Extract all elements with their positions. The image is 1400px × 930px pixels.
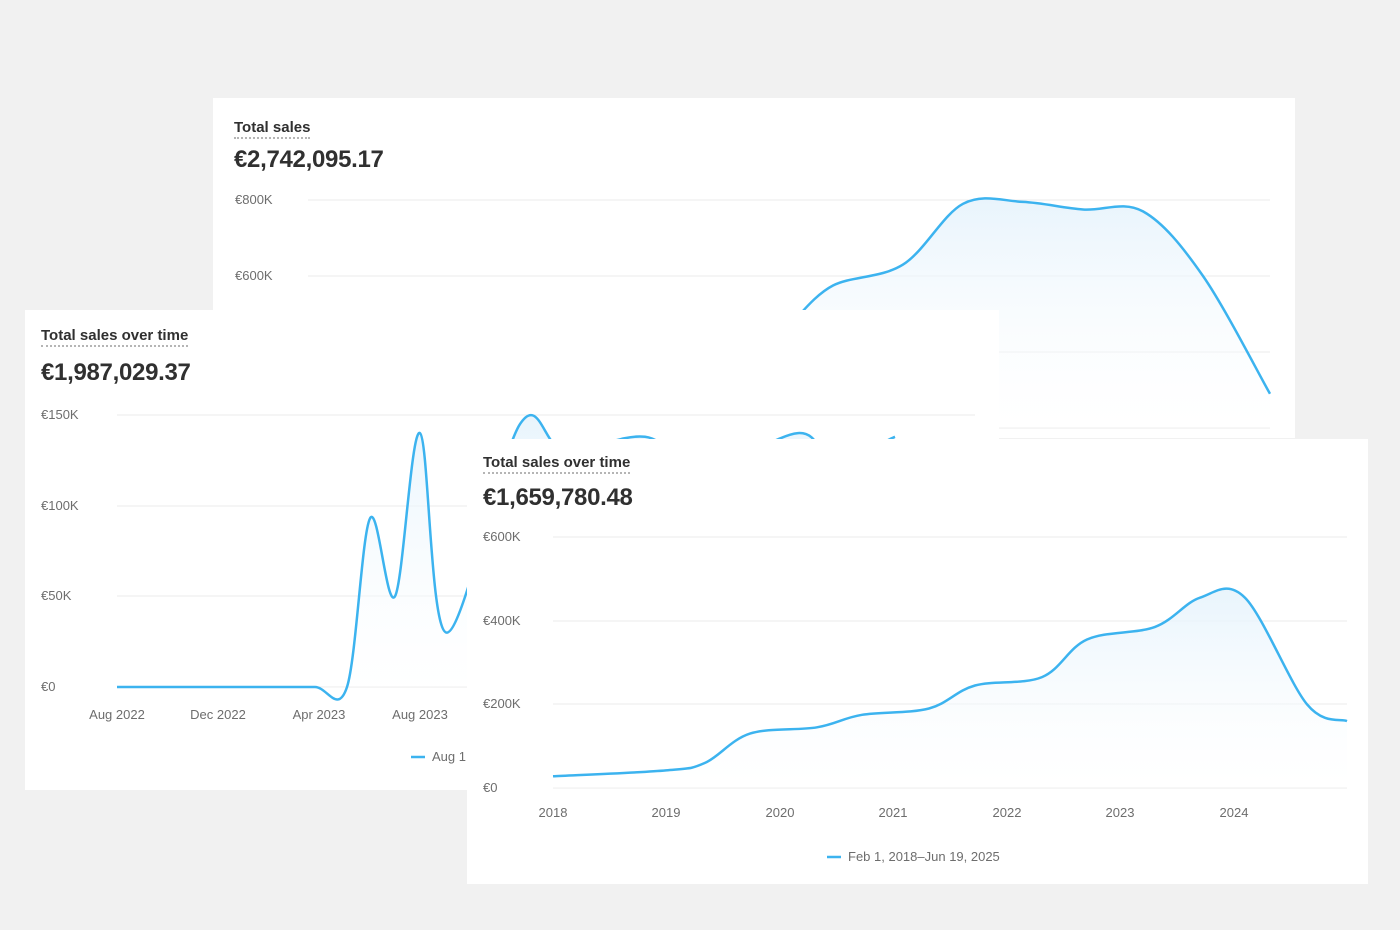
x-tick-label: Dec 2022 <box>190 707 246 722</box>
y-tick-label: €600K <box>483 529 521 544</box>
legend-label: Feb 1, 2018–Jun 19, 2025 <box>848 849 1000 864</box>
x-tick-label: 2021 <box>879 805 908 820</box>
y-tick-label: €0 <box>41 679 55 694</box>
legend-label: Aug 1 <box>432 749 466 764</box>
y-tick-label: €200K <box>483 696 521 711</box>
series-line <box>792 197 1272 395</box>
x-tick-label: Apr 2023 <box>293 707 346 722</box>
sales-over-time-card-yearly: €600K €400K €200K €0 2018 2019 2020 2021 2022 202… <box>467 439 1368 884</box>
y-tick-label: €50K <box>41 588 72 603</box>
y-tick-label: €600K <box>235 268 273 283</box>
x-tick-label: 2020 <box>766 805 795 820</box>
card-total-value: €2,742,095.17 <box>234 146 384 173</box>
card-total-value: €1,987,029.37 <box>41 359 191 386</box>
y-tick-label: €100K <box>41 498 79 513</box>
x-tick-label: Aug 2023 <box>392 707 448 722</box>
x-tick-label: 2019 <box>652 805 681 820</box>
series-area <box>553 588 1347 788</box>
series-line <box>552 587 1348 778</box>
y-tick-label: €0 <box>483 780 497 795</box>
x-tick-label: 2024 <box>1220 805 1249 820</box>
y-tick-label: €400K <box>483 613 521 628</box>
x-tick-label: Aug 2022 <box>89 707 145 722</box>
y-tick-label: €150K <box>41 407 79 422</box>
y-tick-label: €800K <box>235 192 273 207</box>
x-tick-label: 2023 <box>1106 805 1135 820</box>
sales-over-time-chart-yearly: €600K €400K €200K €0 2018 2019 2020 2021 2022 202… <box>483 529 1348 864</box>
x-tick-label: 2018 <box>539 805 568 820</box>
x-tick-label: 2022 <box>993 805 1022 820</box>
card-title[interactable]: Total sales <box>234 119 311 139</box>
card-title[interactable]: Total sales over time <box>41 327 189 347</box>
card-total-value: €1,659,780.48 <box>483 484 633 511</box>
card-title[interactable]: Total sales over time <box>483 454 631 474</box>
